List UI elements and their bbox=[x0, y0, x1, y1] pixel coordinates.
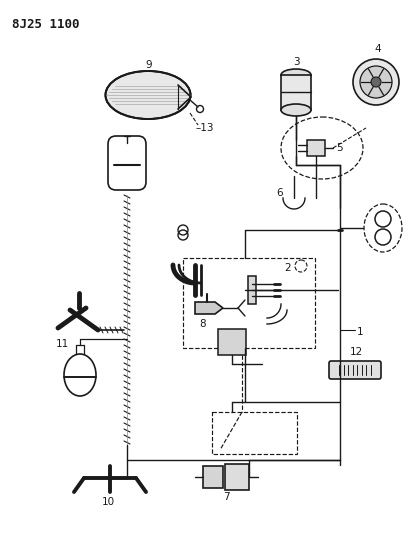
Circle shape bbox=[371, 77, 381, 87]
Bar bbox=[183, 258, 315, 348]
Polygon shape bbox=[195, 302, 223, 314]
Text: 8J25 1100: 8J25 1100 bbox=[12, 18, 79, 31]
Text: 9: 9 bbox=[145, 60, 152, 70]
Text: 2: 2 bbox=[284, 263, 291, 273]
Bar bbox=[248, 276, 256, 304]
Ellipse shape bbox=[353, 59, 399, 105]
Text: 4: 4 bbox=[374, 44, 381, 54]
Bar bbox=[203, 466, 223, 488]
Text: 8: 8 bbox=[199, 319, 206, 329]
Text: –13: –13 bbox=[196, 123, 214, 133]
Text: 7: 7 bbox=[223, 492, 229, 502]
Text: 6: 6 bbox=[276, 188, 283, 198]
Text: 5: 5 bbox=[336, 143, 343, 153]
Text: 11: 11 bbox=[56, 339, 69, 349]
Bar bbox=[218, 329, 246, 355]
Ellipse shape bbox=[281, 104, 311, 116]
Text: 12: 12 bbox=[350, 347, 363, 357]
Bar bbox=[212, 412, 297, 454]
Bar bbox=[307, 140, 325, 156]
Ellipse shape bbox=[360, 66, 392, 98]
Bar bbox=[225, 464, 249, 490]
Text: 1: 1 bbox=[357, 327, 364, 337]
Bar bbox=[281, 75, 311, 110]
Text: 3: 3 bbox=[293, 57, 300, 67]
FancyBboxPatch shape bbox=[329, 361, 381, 379]
Ellipse shape bbox=[106, 71, 191, 119]
Ellipse shape bbox=[281, 69, 311, 81]
Text: 10: 10 bbox=[102, 497, 115, 507]
